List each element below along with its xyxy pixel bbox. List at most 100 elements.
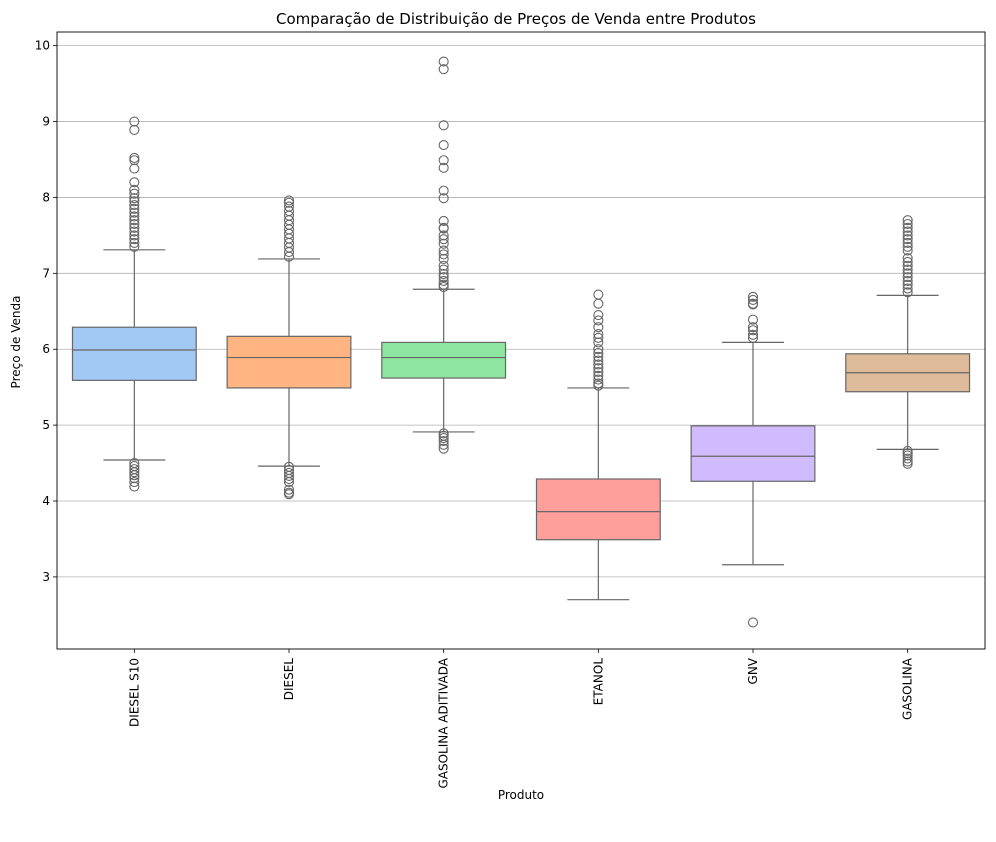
- outlier-point: [129, 230, 140, 241]
- x-tick-label: GNV: [746, 657, 760, 684]
- outlier-point: [129, 473, 140, 484]
- outlier-point: [902, 458, 913, 469]
- outlier-point: [438, 120, 449, 131]
- outlier-point: [902, 230, 913, 241]
- plot-frame: [56, 31, 986, 650]
- outlier-point: [902, 453, 913, 464]
- outlier-point: [593, 374, 604, 385]
- y-tick-label: 9: [42, 115, 50, 129]
- y-tick-label: 4: [42, 494, 50, 508]
- y-tick-label: 8: [42, 190, 50, 204]
- outlier-point: [129, 116, 140, 127]
- gridlines: [57, 45, 985, 578]
- outlier-point: [593, 363, 604, 374]
- outlier-point: [747, 332, 759, 343]
- outlier-point: [593, 355, 604, 366]
- outlier-point: [438, 223, 449, 234]
- outlier-point: [438, 155, 449, 166]
- outlier-point: [593, 370, 604, 381]
- iqr-box: [535, 478, 661, 541]
- x-tick-label: GASOLINA: [901, 657, 915, 720]
- outlier-point: [747, 322, 759, 333]
- outlier-point: [438, 272, 449, 283]
- outlier-point: [129, 177, 140, 188]
- outlier-point: [129, 226, 140, 237]
- outlier-point: [438, 281, 449, 293]
- outlier-point: [438, 439, 449, 450]
- outlier-point: [438, 234, 449, 245]
- outlier-point: [129, 218, 140, 230]
- axes: 3 4 5 6 7 8 9 10 DIESEL S10 DIESEL GASOLINA ADITIV…: [35, 39, 915, 789]
- outlier-point: [902, 222, 913, 233]
- outlier-point: [902, 253, 913, 264]
- y-tick-label: 7: [42, 266, 50, 280]
- outlier-point: [593, 310, 604, 321]
- outlier-point: [283, 247, 295, 258]
- iqr-box: [226, 335, 352, 389]
- outlier-point: [438, 238, 449, 249]
- outlier-point: [593, 344, 604, 355]
- outlier-point: [129, 155, 140, 166]
- outlier-point: [438, 215, 449, 227]
- outlier-point: [902, 218, 913, 230]
- outlier-point: [438, 432, 449, 444]
- outlier-point: [129, 481, 140, 492]
- outlier-point: [129, 222, 140, 233]
- outlier-point: [902, 268, 913, 279]
- outlier-point: [902, 215, 913, 226]
- x-tick-label: DIESEL S10: [127, 658, 141, 727]
- outlier-point: [747, 329, 759, 340]
- outlier-point: [129, 188, 140, 199]
- outlier-point: [283, 473, 295, 485]
- outlier-point: [438, 193, 449, 204]
- outlier-point: [438, 230, 449, 241]
- outlier-point: [129, 470, 140, 481]
- outlier-point: [438, 249, 449, 260]
- outlier-point: [129, 476, 140, 488]
- box-gnv: [690, 291, 816, 628]
- x-axis-label: Produto: [498, 788, 544, 802]
- outlier-point: [129, 467, 140, 478]
- outlier-point: [129, 241, 140, 252]
- outlier-point: [902, 237, 913, 249]
- outlier-point: [129, 211, 140, 222]
- outlier-point: [438, 140, 449, 151]
- box-gasolina-aditivada: [381, 56, 507, 454]
- outlier-point: [902, 264, 913, 275]
- outlier-point: [747, 325, 759, 336]
- outlier-point: [438, 264, 449, 275]
- outlier-point: [283, 476, 295, 488]
- outlier-point: [438, 162, 449, 173]
- outlier-point: [283, 484, 295, 495]
- outlier-point: [438, 269, 449, 280]
- outlier-point: [438, 443, 449, 454]
- outlier-point: [129, 124, 140, 135]
- outlier-point: [747, 294, 759, 305]
- outlier-point: [129, 199, 140, 211]
- outlier-point: [438, 185, 449, 196]
- outlier-point: [129, 193, 140, 204]
- outlier-point: [902, 241, 913, 252]
- outlier-point: [902, 260, 913, 271]
- outlier-point: [902, 256, 913, 268]
- outlier-point: [747, 299, 759, 310]
- outlier-point: [593, 380, 604, 391]
- outlier-point: [902, 275, 913, 286]
- outlier-point: [593, 298, 604, 309]
- outlier-point: [747, 617, 759, 628]
- box-gasolina: [845, 215, 971, 469]
- outlier-point: [438, 245, 449, 256]
- outlier-point: [129, 196, 140, 207]
- iqr-box: [71, 326, 197, 381]
- outlier-point: [593, 322, 604, 333]
- boxes: [71, 56, 971, 628]
- outlier-point: [593, 366, 604, 378]
- outlier-point: [902, 234, 913, 245]
- outlier-point: [438, 275, 449, 286]
- outlier-point: [438, 253, 449, 264]
- outlier-point: [283, 197, 295, 208]
- outlier-point: [438, 436, 449, 447]
- outlier-point: [593, 347, 604, 359]
